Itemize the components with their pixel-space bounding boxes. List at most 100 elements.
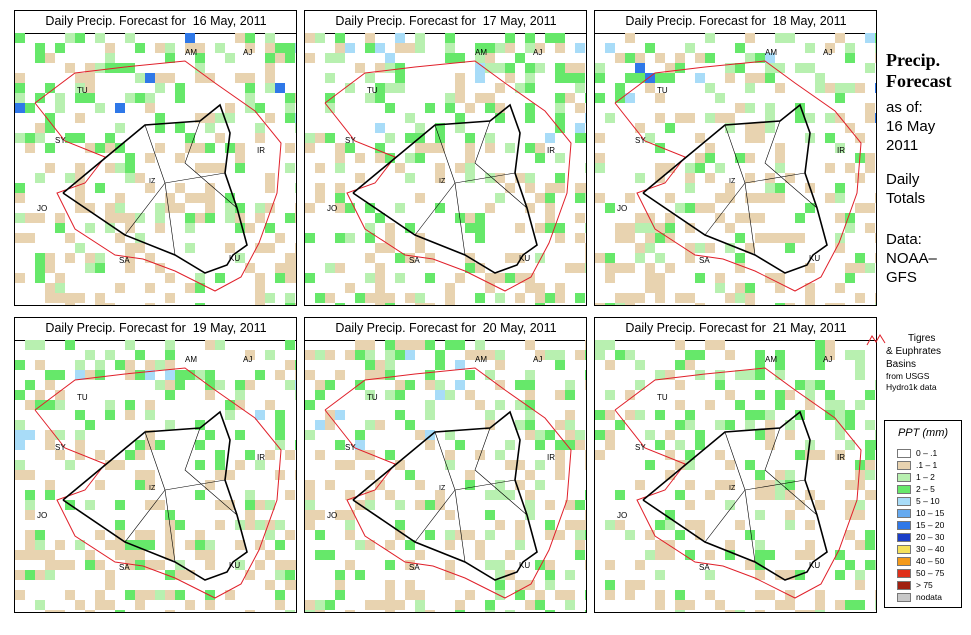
precip-cell: [395, 33, 405, 43]
precip-cell: [265, 223, 275, 233]
precip-cell: [735, 253, 745, 263]
precip-cell: [165, 610, 175, 612]
precip-cell: [205, 213, 215, 223]
precip-cell: [145, 480, 155, 490]
legend-item: 1 – 2: [897, 472, 935, 483]
precip-cell: [145, 73, 155, 83]
precip-cell: [445, 293, 455, 303]
precip-cell: [745, 133, 755, 143]
precip-cell: [205, 143, 215, 153]
precip-cell: [355, 340, 365, 350]
legend-item: 2 – 5: [897, 484, 935, 495]
precip-cell: [175, 370, 185, 380]
precip-cell: [385, 560, 395, 570]
country-label: AJ: [533, 355, 542, 364]
precip-cell: [35, 173, 45, 183]
precip-cell: [105, 43, 115, 53]
precip-cell: [755, 550, 765, 560]
panel-title: Daily Precip. Forecast for 21 May, 2011: [595, 318, 877, 341]
precip-cell: [165, 550, 175, 560]
panel-title: Daily Precip. Forecast for 16 May, 2011: [15, 11, 297, 34]
precip-cell: [555, 293, 565, 303]
precip-cell: [185, 33, 195, 43]
precip-cell: [785, 570, 795, 580]
precip-cell: [855, 580, 865, 590]
country-label: AM: [185, 355, 197, 364]
precip-cell: [435, 500, 445, 510]
precip-cell: [585, 450, 586, 460]
precip-cell: [565, 500, 575, 510]
precip-cell: [125, 93, 135, 103]
precip-cell: [295, 370, 296, 380]
country-label: IR: [837, 146, 845, 155]
precip-cell: [335, 303, 345, 305]
precip-cell: [655, 550, 665, 560]
precip-cell: [725, 73, 735, 83]
precip-cell: [625, 580, 635, 590]
precip-cell: [515, 400, 525, 410]
precip-cell: [615, 53, 625, 63]
precip-cell: [585, 223, 586, 233]
precip-cell: [345, 510, 355, 520]
country-label: IZ: [729, 485, 736, 492]
precip-cell: [145, 540, 155, 550]
precip-cell: [425, 500, 435, 510]
precip-cell: [835, 283, 845, 293]
country-label: SA: [119, 256, 130, 265]
precip-cell: [475, 213, 485, 223]
precip-cell: [235, 33, 245, 43]
precip-cell: [585, 133, 586, 143]
precip-cell: [475, 63, 485, 73]
precip-cell: [765, 173, 775, 183]
precip-cell: [635, 53, 645, 63]
precip-cell: [525, 113, 535, 123]
precip-cell: [785, 600, 795, 610]
precip-cell: [105, 410, 115, 420]
precip-cell: [845, 420, 855, 430]
precip-cell: [245, 610, 255, 612]
precip-cell: [375, 243, 385, 253]
precip-cell: [195, 460, 205, 470]
precip-cell: [715, 213, 725, 223]
precip-cell: [165, 53, 175, 63]
precip-cell: [595, 303, 605, 305]
precip-cell: [555, 123, 565, 133]
precip-cell: [485, 63, 495, 73]
precip-cell: [625, 263, 635, 273]
precip-cell: [835, 143, 845, 153]
province-border: [184, 120, 238, 209]
precip-cell: [575, 520, 585, 530]
precip-cell: [305, 273, 315, 283]
precip-cell: [435, 123, 445, 133]
precip-cell: [305, 610, 315, 612]
precip-cell: [115, 530, 125, 540]
precip-cell: [135, 470, 145, 480]
precip-cell: [515, 480, 525, 490]
basin-outline: [614, 367, 862, 599]
precip-cell: [685, 253, 695, 263]
precip-cell: [535, 480, 545, 490]
precip-cell: [655, 233, 665, 243]
precip-cell: [235, 223, 245, 233]
precip-cell: [325, 480, 335, 490]
precip-cell: [595, 163, 605, 173]
precip-cell: [345, 530, 355, 540]
precip-cell: [175, 380, 185, 390]
precip-cell: [395, 253, 405, 263]
precip-cell: [715, 283, 725, 293]
precip-cell: [515, 590, 525, 600]
precip-cell: [565, 63, 575, 73]
precip-cell: [435, 490, 445, 500]
precip-cell: [875, 430, 876, 440]
precip-cell: [705, 400, 715, 410]
precip-cell: [405, 560, 415, 570]
daily-totals-note: Daily Totals: [886, 170, 925, 208]
precip-cell: [745, 33, 755, 43]
precip-cell: [135, 233, 145, 243]
precip-cell: [855, 470, 865, 480]
precip-cell: [245, 520, 255, 530]
precip-cell: [315, 450, 325, 460]
precip-cell: [765, 410, 775, 420]
precip-cell: [125, 63, 135, 73]
precip-cell: [55, 283, 65, 293]
